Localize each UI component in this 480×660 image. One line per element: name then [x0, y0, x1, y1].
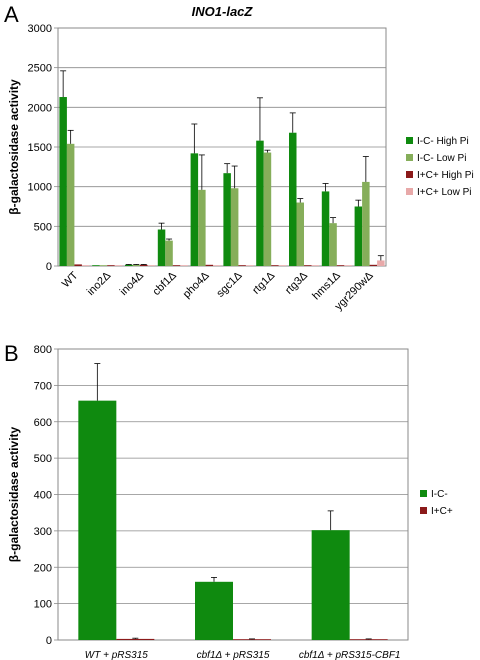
- y-tick-label: 1000: [28, 182, 52, 194]
- bar-i-c-low-pi-8: [329, 223, 337, 266]
- bar-i-c-high-pi-0: [74, 264, 82, 266]
- legend-swatch: [420, 490, 427, 497]
- bar-i-c-low-pi-3: [165, 240, 173, 266]
- bar-i-c-low-pi-0: [81, 265, 90, 266]
- x-tick-label: cbf1Δ + pRS315: [197, 650, 270, 660]
- legend-swatch: [406, 188, 413, 195]
- x-tick-label: cbf1Δ: [151, 269, 180, 298]
- bar-i-c--2: [311, 530, 350, 640]
- bar-i-c-high-pi-9: [354, 206, 363, 266]
- legend-label: I+C+ Low Pi: [417, 187, 471, 198]
- y-tick-label: 0: [46, 261, 52, 273]
- y-tick-label: 2000: [28, 102, 52, 114]
- panel-letter: B: [4, 341, 19, 366]
- bar-i-c-low-pi-4: [198, 189, 206, 266]
- bar-i-c-high-pi-9: [369, 264, 378, 266]
- legend: I-C- I+C+: [420, 489, 453, 517]
- bar-i-c-low-pi-9: [377, 260, 385, 266]
- bar-i-c-low-pi-7: [311, 265, 319, 266]
- x-tick-label: ino2Δ: [85, 269, 114, 298]
- y-axis-label: β-galactosidase activity: [7, 426, 21, 562]
- bar-i-c-low-pi-5: [245, 265, 254, 266]
- bar-i-c-low-pi-1: [114, 265, 123, 266]
- y-tick-label: 500: [34, 453, 52, 465]
- bar-i-c-low-pi-6: [278, 265, 287, 266]
- bar-i-c-low-pi-6: [263, 152, 272, 266]
- y-tick-label: 1500: [28, 142, 52, 154]
- bar-i-c-high-pi-2: [140, 264, 148, 266]
- bar-i-c-high-pi-4: [205, 264, 214, 266]
- bar-i-c-high-pi-1: [92, 265, 100, 266]
- y-tick-label: 600: [34, 417, 52, 429]
- y-tick-label: 0: [46, 635, 52, 647]
- bar-i-c-high-pi-2: [125, 264, 133, 266]
- bar-i-c--0: [116, 638, 155, 640]
- x-tick-label: sgc1Δ: [214, 269, 245, 300]
- bar-i-c--1: [195, 581, 233, 640]
- y-tick-label: 2500: [28, 63, 52, 75]
- x-tick-label: rtg1Δ: [250, 269, 278, 297]
- y-tick-label: 800: [34, 344, 52, 356]
- bar-i-c--2: [349, 639, 388, 640]
- legend: I-C- High Pi I-C- Low Pi I+C+ High Pi I+C+ …: [406, 136, 474, 198]
- bar-i-c-high-pi-7: [289, 132, 297, 266]
- bar-i-c-high-pi-8: [321, 191, 330, 266]
- legend-label: I-C- High Pi: [417, 136, 469, 147]
- bar-i-c-high-pi-6: [271, 265, 279, 266]
- legend-label: I+C+ High Pi: [417, 170, 474, 181]
- bar-i-c-high-pi-3: [172, 265, 181, 266]
- bar-i-c-low-pi-4: [213, 265, 221, 266]
- bar-i-c-high-pi-1: [107, 265, 115, 266]
- panel-a: A INO1-lacZ 0 500 1000 1500 2000 2500 3000 β-gala…: [4, 2, 474, 313]
- chart-title: INO1-lacZ: [192, 4, 254, 19]
- x-tick-label: cbf1Δ + pRS315-CBF1: [299, 650, 401, 660]
- x-tick-label: pho4Δ: [181, 269, 212, 300]
- y-tick-label: 300: [34, 526, 52, 538]
- bar-i-c-high-pi-5: [223, 173, 231, 266]
- x-tick-label: rtg3Δ: [283, 269, 311, 297]
- bar-i-c-low-pi-5: [230, 188, 239, 266]
- y-tick-label: 3000: [28, 23, 52, 35]
- legend-swatch: [406, 171, 413, 178]
- panel-b: B 0 100 200 300 400 500 600 700 800 β-galactosidas…: [4, 341, 453, 660]
- bar-i-c-low-pi-7: [296, 202, 304, 266]
- bar-i-c-high-pi-6: [256, 140, 264, 266]
- legend-swatch: [406, 137, 413, 144]
- legend-swatch: [406, 154, 413, 161]
- y-axis-label: β-galactosidase activity: [7, 79, 21, 215]
- bar-i-c-high-pi-5: [238, 265, 246, 266]
- y-tick-label: 700: [34, 380, 52, 392]
- y-tick-label: 400: [34, 490, 52, 502]
- legend-label: I-C- Low Pi: [417, 153, 466, 164]
- legend-swatch: [420, 507, 427, 514]
- x-tick-label: ino4Δ: [118, 269, 147, 298]
- bar-i-c-low-pi-9: [362, 181, 370, 266]
- bar-i-c-low-pi-0: [66, 143, 75, 266]
- panel-letter: A: [4, 2, 19, 27]
- legend-label: I+C+: [431, 506, 453, 517]
- bar-i-c-low-pi-1: [99, 265, 108, 266]
- bar-i-c-high-pi-3: [157, 229, 166, 266]
- bar-i-c-low-pi-2: [132, 264, 140, 266]
- bar-i-c-high-pi-4: [190, 153, 199, 266]
- y-tick-label: 200: [34, 562, 52, 574]
- bar-i-c-low-pi-8: [344, 265, 352, 266]
- bar-i-c-high-pi-7: [304, 265, 312, 266]
- x-tick-label: WT: [60, 269, 81, 290]
- y-tick-label: 100: [34, 599, 52, 611]
- bar-i-c-low-pi-2: [147, 265, 155, 266]
- bar-i-c--0: [78, 400, 117, 640]
- bar-i-c-high-pi-0: [59, 97, 67, 267]
- bar-i-c--1: [233, 639, 271, 640]
- x-tick-label: WT + pRS315: [85, 650, 149, 660]
- bar-i-c-high-pi-8: [336, 265, 345, 266]
- legend-label: I-C-: [431, 489, 448, 500]
- bar-i-c-low-pi-3: [180, 265, 188, 266]
- y-tick-label: 500: [34, 221, 52, 233]
